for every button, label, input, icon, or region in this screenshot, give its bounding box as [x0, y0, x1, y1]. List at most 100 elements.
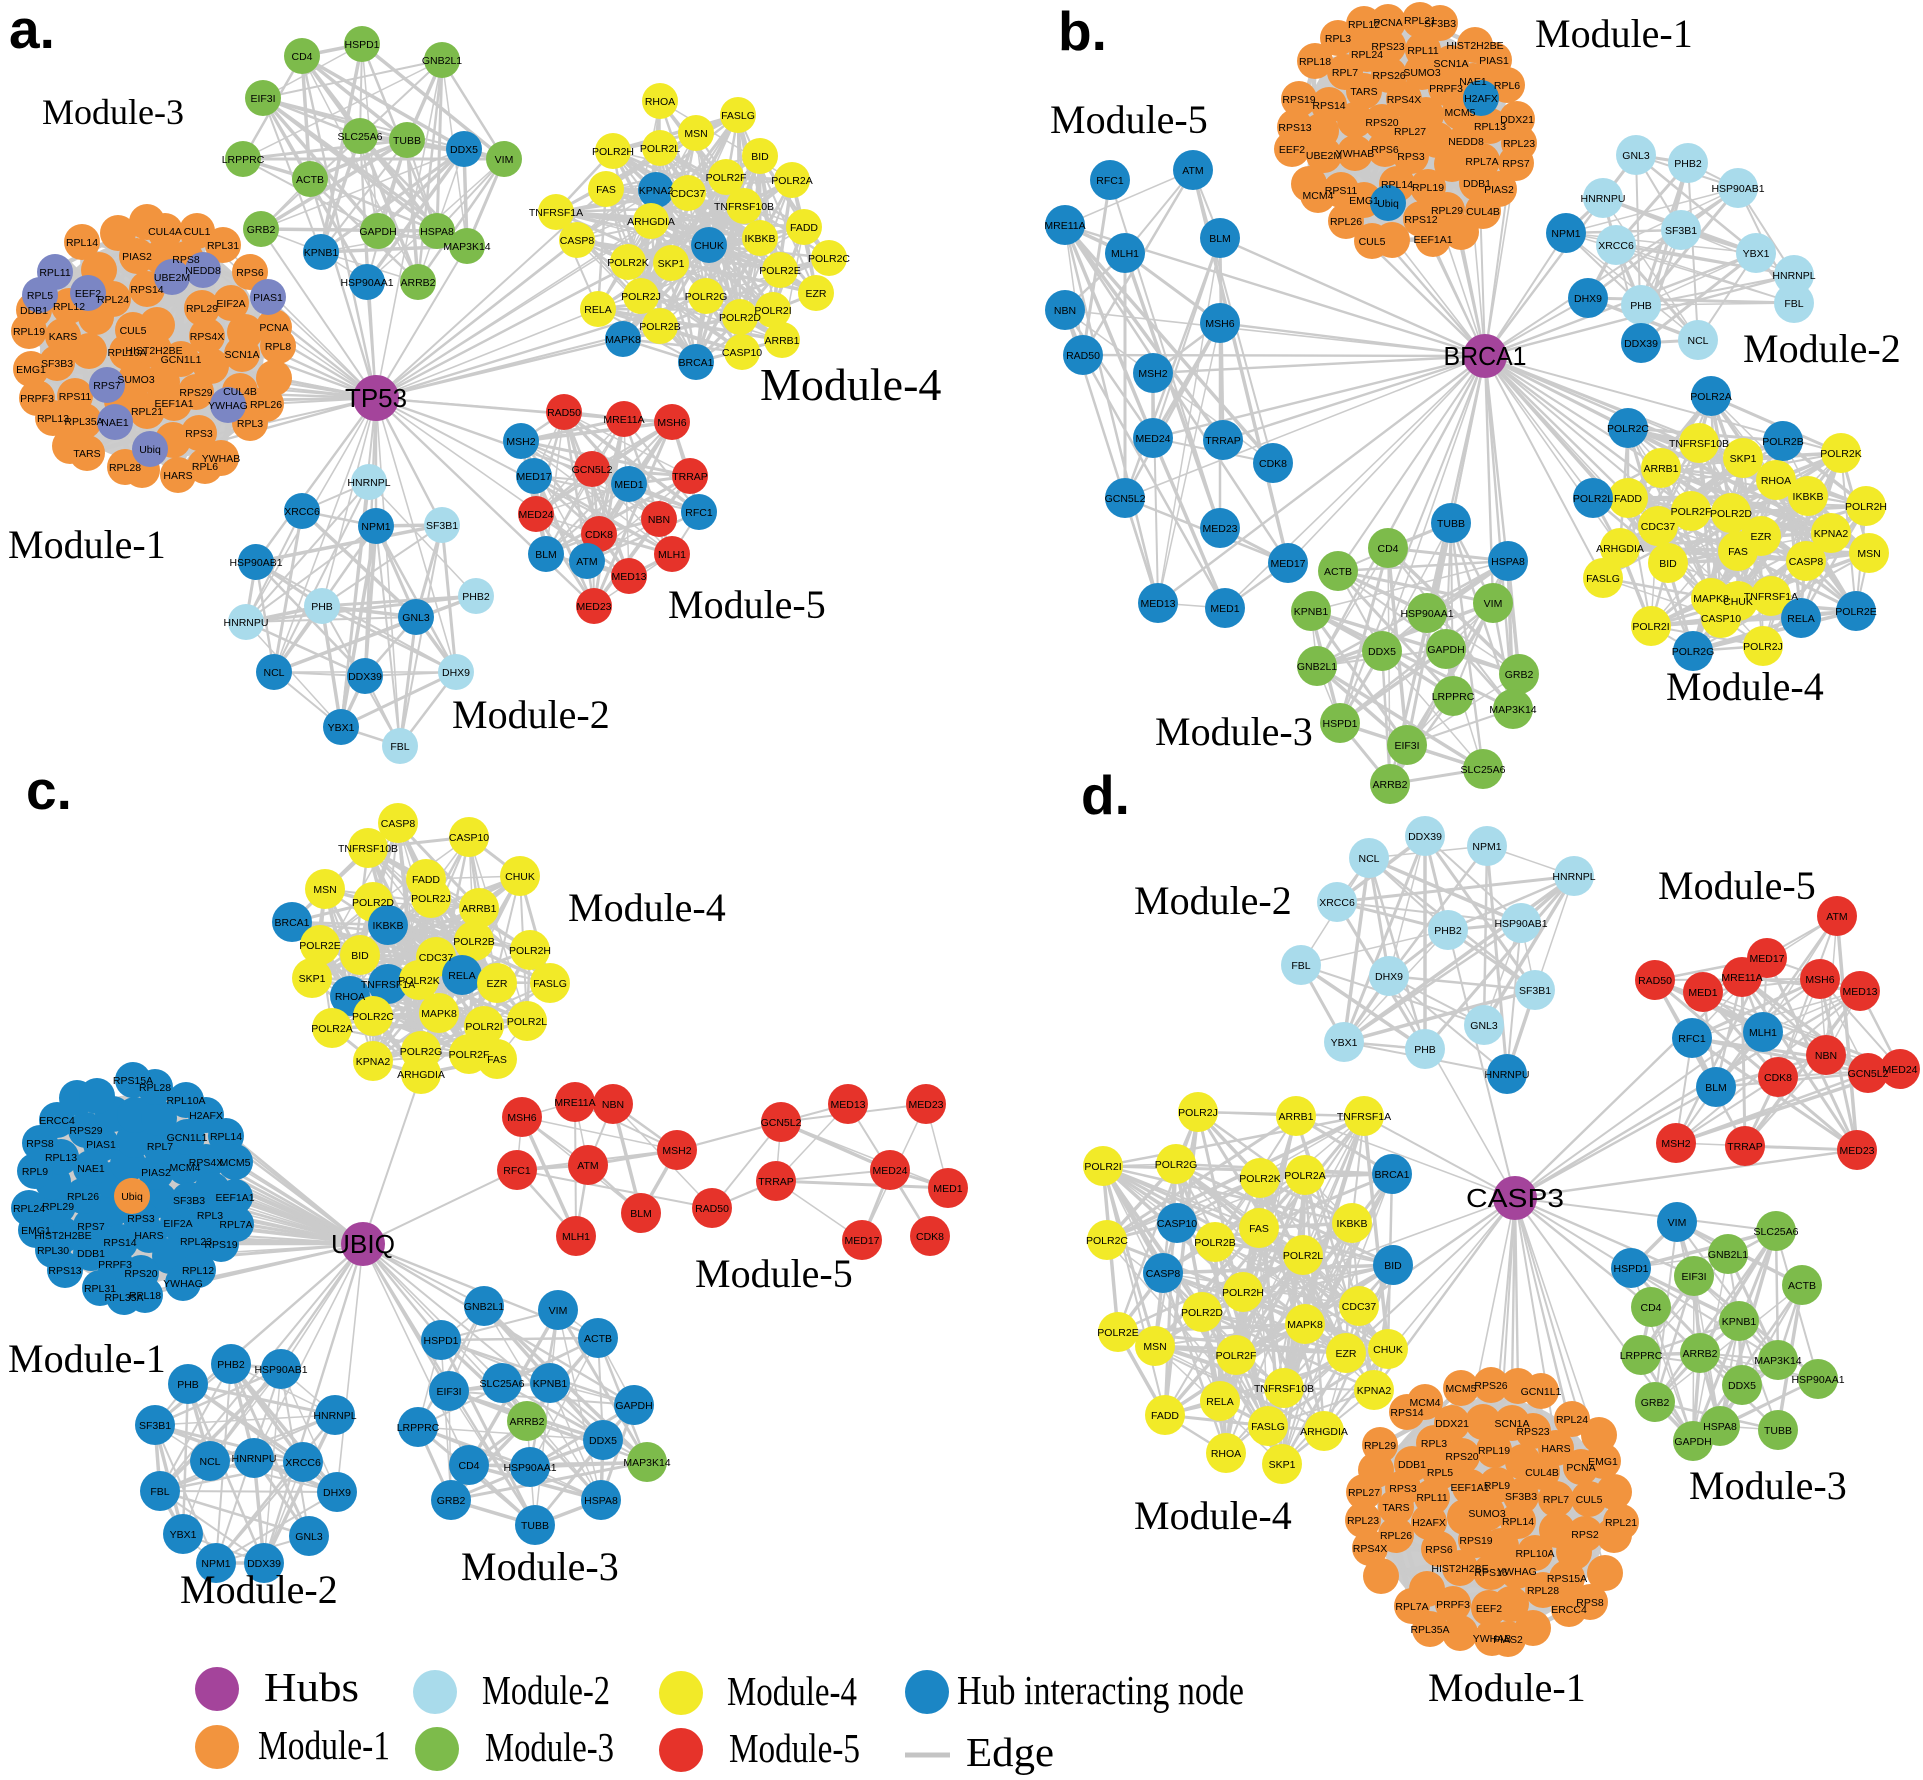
svg-text:RELA: RELA: [584, 304, 611, 316]
svg-text:RPL29: RPL29: [1364, 1440, 1396, 1452]
svg-text:MED13: MED13: [611, 571, 646, 583]
svg-text:MED17: MED17: [516, 471, 551, 483]
svg-text:RPL3: RPL3: [1325, 33, 1351, 45]
svg-text:HSPD1: HSPD1: [344, 39, 379, 51]
svg-text:DDX39: DDX39: [348, 671, 382, 683]
svg-text:SUMO3: SUMO3: [1468, 1508, 1506, 1520]
svg-text:CUL5: CUL5: [120, 325, 147, 337]
svg-text:MSH6: MSH6: [1205, 318, 1234, 330]
svg-text:Module-1: Module-1: [8, 1336, 166, 1381]
svg-text:VIM: VIM: [495, 154, 514, 166]
svg-text:UBE2M: UBE2M: [154, 272, 190, 284]
svg-text:RPL27: RPL27: [1394, 126, 1426, 138]
svg-text:HNRNPU: HNRNPU: [232, 1453, 277, 1465]
svg-text:RFC1: RFC1: [1096, 175, 1124, 187]
svg-text:GRB2: GRB2: [1641, 1397, 1670, 1409]
svg-text:MCM4: MCM4: [170, 1162, 201, 1174]
svg-text:CDC37: CDC37: [1641, 521, 1676, 533]
svg-text:TUBB: TUBB: [521, 1520, 549, 1532]
svg-text:RPS19: RPS19: [1282, 94, 1315, 106]
svg-text:MAPK8: MAPK8: [1287, 1319, 1323, 1331]
svg-text:H2AFX: H2AFX: [1412, 1517, 1446, 1529]
svg-text:DDX5: DDX5: [1368, 646, 1396, 658]
svg-text:TRRAP: TRRAP: [672, 471, 708, 483]
svg-text:FASLG: FASLG: [1251, 1421, 1285, 1433]
svg-text:KPNB1: KPNB1: [1722, 1316, 1757, 1328]
svg-text:POLR2H: POLR2H: [592, 146, 634, 158]
svg-text:TUBB: TUBB: [393, 135, 421, 147]
svg-text:ARRB1: ARRB1: [1278, 1111, 1313, 1123]
svg-text:PIAS1: PIAS1: [253, 292, 283, 304]
svg-text:TNFRSF10B: TNFRSF10B: [714, 201, 774, 213]
svg-text:RPS4X: RPS4X: [189, 1157, 223, 1169]
svg-text:DDX39: DDX39: [1624, 338, 1658, 350]
svg-text:TARS: TARS: [1382, 1502, 1409, 1514]
svg-text:HSP90AA1: HSP90AA1: [340, 277, 393, 289]
svg-text:YBX1: YBX1: [1743, 248, 1770, 260]
svg-text:RPS13: RPS13: [1278, 122, 1311, 134]
svg-text:ARHGDIA: ARHGDIA: [627, 216, 675, 228]
svg-text:RPL3: RPL3: [197, 1210, 223, 1222]
svg-text:GNL3: GNL3: [1622, 150, 1650, 162]
svg-text:POLR2L: POLR2L: [1573, 493, 1613, 505]
svg-text:RPL11: RPL11: [1407, 45, 1438, 57]
svg-text:RFC1: RFC1: [1678, 1033, 1706, 1045]
svg-text:KPNB1: KPNB1: [533, 1378, 568, 1390]
svg-text:MED24: MED24: [1882, 1064, 1917, 1076]
svg-text:KPNA2: KPNA2: [639, 185, 674, 197]
svg-text:Module-5: Module-5: [1050, 97, 1208, 142]
svg-text:ARHGDIA: ARHGDIA: [1596, 543, 1644, 555]
svg-text:SF3B1: SF3B1: [1665, 225, 1697, 237]
svg-text:DHX9: DHX9: [323, 1487, 351, 1499]
svg-text:CHUK: CHUK: [505, 871, 535, 883]
svg-text:YWHAB: YWHAB: [1336, 148, 1375, 160]
svg-text:MED13: MED13: [830, 1099, 865, 1111]
svg-text:Module-4: Module-4: [568, 885, 726, 930]
svg-text:RELA: RELA: [1206, 1396, 1233, 1408]
svg-text:CD4: CD4: [458, 1460, 479, 1472]
svg-text:POLR2I: POLR2I: [465, 1021, 502, 1033]
svg-text:RPL18: RPL18: [1299, 56, 1331, 68]
svg-text:FAS: FAS: [1728, 546, 1748, 558]
svg-text:RPS11: RPS11: [59, 391, 92, 403]
svg-text:NAE1: NAE1: [1459, 76, 1487, 88]
svg-text:CD4: CD4: [1377, 543, 1398, 555]
svg-text:HSPA8: HSPA8: [420, 226, 454, 238]
svg-text:HSPD1: HSPD1: [1322, 718, 1357, 730]
svg-text:RPS6: RPS6: [1425, 1544, 1453, 1556]
svg-text:FBL: FBL: [150, 1486, 169, 1498]
svg-text:RPS13: RPS13: [48, 1265, 81, 1277]
svg-text:RPS11: RPS11: [1325, 185, 1358, 197]
svg-text:TNFRSF1A: TNFRSF1A: [529, 207, 583, 219]
svg-text:TUBB: TUBB: [1764, 1425, 1792, 1437]
svg-text:RPL24: RPL24: [13, 1203, 45, 1215]
svg-text:RPS4X: RPS4X: [1387, 94, 1421, 106]
svg-text:SKP1: SKP1: [1269, 1459, 1296, 1471]
svg-text:MSH6: MSH6: [657, 417, 686, 429]
svg-text:MCM4: MCM4: [1410, 1397, 1441, 1409]
svg-text:RPL24: RPL24: [1556, 1414, 1588, 1426]
svg-text:POLR2H: POLR2H: [1222, 1287, 1264, 1299]
svg-text:MSH2: MSH2: [662, 1145, 691, 1157]
svg-text:POLR2A: POLR2A: [771, 175, 812, 187]
svg-text:SLC25A6: SLC25A6: [1461, 764, 1506, 776]
svg-text:TNFRSF1A: TNFRSF1A: [1337, 1111, 1391, 1123]
svg-text:HSPA8: HSPA8: [584, 1495, 618, 1507]
svg-text:SF3B1: SF3B1: [139, 1420, 171, 1432]
svg-text:NAE1: NAE1: [77, 1163, 105, 1175]
svg-text:RPL14: RPL14: [66, 237, 98, 249]
svg-text:RAD50: RAD50: [1066, 350, 1100, 362]
svg-text:LRPPRC: LRPPRC: [1620, 1350, 1663, 1362]
svg-text:RPL24: RPL24: [97, 294, 129, 306]
svg-text:CASP8: CASP8: [560, 235, 595, 247]
svg-text:Module-4: Module-4: [1134, 1493, 1292, 1538]
svg-text:GNL3: GNL3: [295, 1531, 323, 1543]
svg-text:CHUK: CHUK: [1373, 1344, 1403, 1356]
svg-text:RPS29: RPS29: [69, 1125, 102, 1137]
svg-text:HARS: HARS: [163, 470, 192, 482]
svg-text:EIF3I: EIF3I: [1681, 1271, 1706, 1283]
svg-text:Module-1: Module-1: [258, 1722, 390, 1768]
svg-text:RPL8: RPL8: [265, 341, 291, 353]
svg-text:Module-1: Module-1: [1535, 11, 1693, 56]
svg-text:CUL5: CUL5: [1576, 1494, 1603, 1506]
